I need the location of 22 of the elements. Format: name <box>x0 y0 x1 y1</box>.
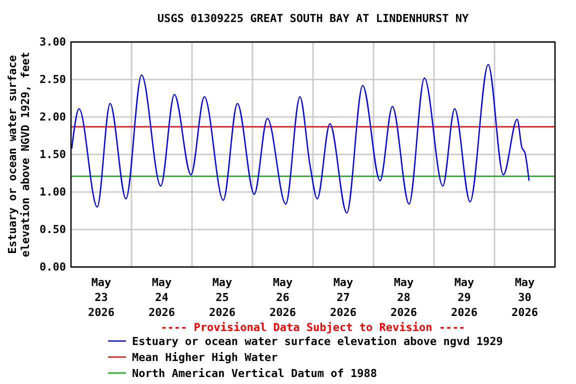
x-tick-label: May 28 2026 <box>390 276 418 319</box>
y-axis-title: Estuary or ocean water surface elevation above NGVD 1929, feet <box>6 52 32 258</box>
x-tick-label: May 27 2026 <box>330 276 357 319</box>
y-tick-label: 3.00 <box>40 36 66 49</box>
x-tick-label: May 26 2026 <box>270 276 296 319</box>
y-tick-label: 1.00 <box>40 186 66 199</box>
x-tick-label: May 29 2026 <box>451 276 478 319</box>
x-tick-label: May 24 2026 <box>148 276 176 319</box>
line-series <box>71 64 530 214</box>
x-tick-label: May 25 2026 <box>209 276 236 319</box>
y-tick-label: 0.50 <box>40 223 66 236</box>
y-tick-label: 0.00 <box>40 260 66 274</box>
x-tick-label: May 30 2026 <box>512 276 538 319</box>
legend-label: North American Vertical Datum of 1988 <box>132 367 378 380</box>
legend-label: Estuary or ocean water surface elevation above ngvd 1929 <box>132 335 503 348</box>
text: ---- Provisional Data Subject to Revision ---- <box>160 321 466 334</box>
y-tick-label: 1.50 <box>40 148 66 162</box>
y-tick-label: 2.00 <box>40 110 66 124</box>
x-tick-label: May 23 2026 <box>88 276 115 319</box>
y-tick-label: 2.50 <box>40 73 66 86</box>
chart-title: USGS 01309225 GREAT SOUTH BAY AT LINDENHURST NY <box>157 12 470 25</box>
legend-label: Mean Higher High Water <box>132 351 278 364</box>
